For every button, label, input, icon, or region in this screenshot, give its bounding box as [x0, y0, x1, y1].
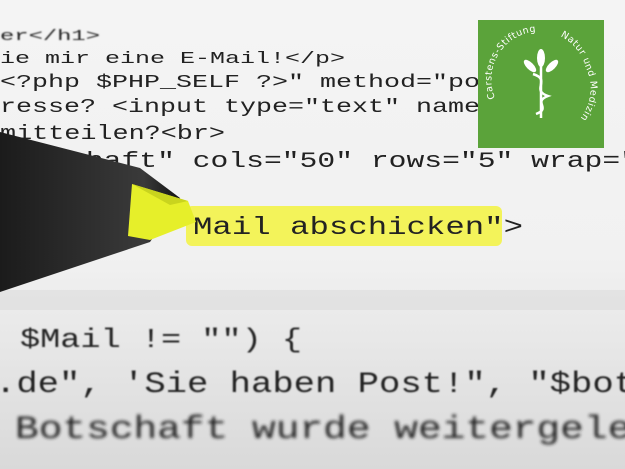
code-line: Botschaft wurde weitergelei	[15, 411, 625, 448]
logo-leaves	[523, 49, 559, 73]
code-line: chaft" cols="50" rows="5" wrap="	[68, 149, 625, 174]
paper-fold	[0, 290, 625, 310]
code-line: Mail abschicken">	[193, 213, 523, 242]
code-line: $Mail != "") {	[20, 326, 302, 356]
code-line: .de", 'Sie haben Post!", "$bot	[0, 368, 625, 402]
code-line: resse? <input type="text" name	[0, 96, 480, 118]
highlighter-tip	[128, 184, 196, 240]
highlighter	[0, 132, 196, 292]
logo: Carstens-Stiftung Natur und Medizin	[478, 20, 604, 148]
logo-emblem	[532, 60, 552, 118]
code-line: mitteilen?<br>	[0, 123, 225, 146]
code-line: er</h1>	[0, 28, 100, 45]
highlighter-body	[0, 132, 180, 292]
code-line: ie mir eine E-Mail!</p>	[0, 50, 345, 69]
code: er</h1> ie mir eine E-Mail!</p> <?php $P…	[0, 28, 625, 448]
code-line: <?php $PHP_SELF ?>" method="po	[0, 73, 480, 93]
highlight	[186, 206, 502, 246]
highlighter-tip-edge	[132, 184, 188, 205]
